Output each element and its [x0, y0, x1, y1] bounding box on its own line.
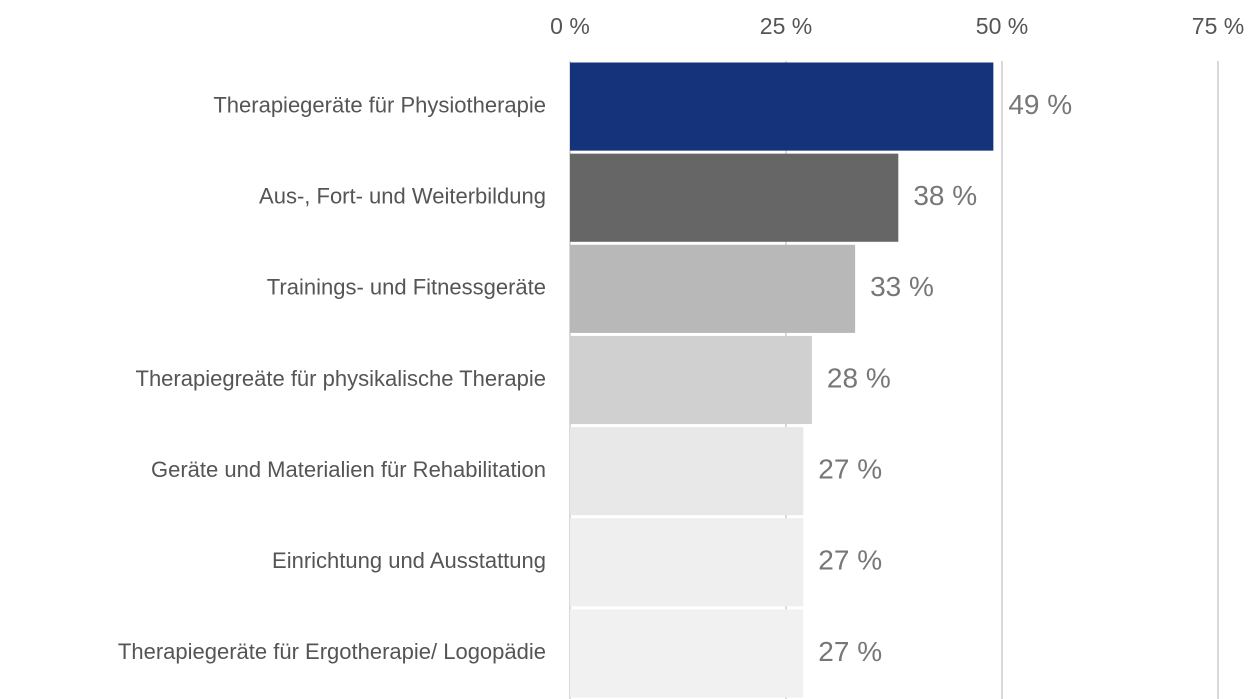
x-tick-label: 25 % — [760, 13, 812, 39]
value-label: 49 % — [1008, 89, 1072, 120]
x-tick-label: 50 % — [976, 13, 1028, 39]
category-label: Therapiegeräte für Physiotherapie — [213, 92, 546, 117]
x-tick-label: 75 % — [1192, 13, 1244, 39]
bar — [570, 244, 856, 333]
value-label: 27 % — [818, 636, 882, 667]
x-tick-label: 0 % — [550, 13, 590, 39]
bar — [570, 153, 899, 242]
bar — [570, 62, 994, 151]
category-label: Therapiegreäte für physikalische Therapi… — [136, 366, 547, 391]
value-label: 38 % — [913, 180, 977, 211]
bar — [570, 518, 804, 607]
category-label: Therapiegeräte für Ergotherapie/ Logopäd… — [118, 639, 546, 664]
value-label: 28 % — [827, 362, 891, 393]
value-label: 27 % — [818, 545, 882, 576]
category-label: Einrichtung und Ausstattung — [272, 548, 546, 573]
value-label: 27 % — [818, 454, 882, 485]
bar — [570, 609, 804, 698]
bar — [570, 427, 804, 516]
category-label: Trainings- und Fitnessgeräte — [267, 275, 546, 300]
bar — [570, 335, 812, 425]
category-label: Aus-, Fort- und Weiterbildung — [259, 184, 546, 209]
value-label: 33 % — [870, 271, 934, 302]
category-label: Geräte und Materialien für Rehabilitatio… — [151, 457, 546, 482]
